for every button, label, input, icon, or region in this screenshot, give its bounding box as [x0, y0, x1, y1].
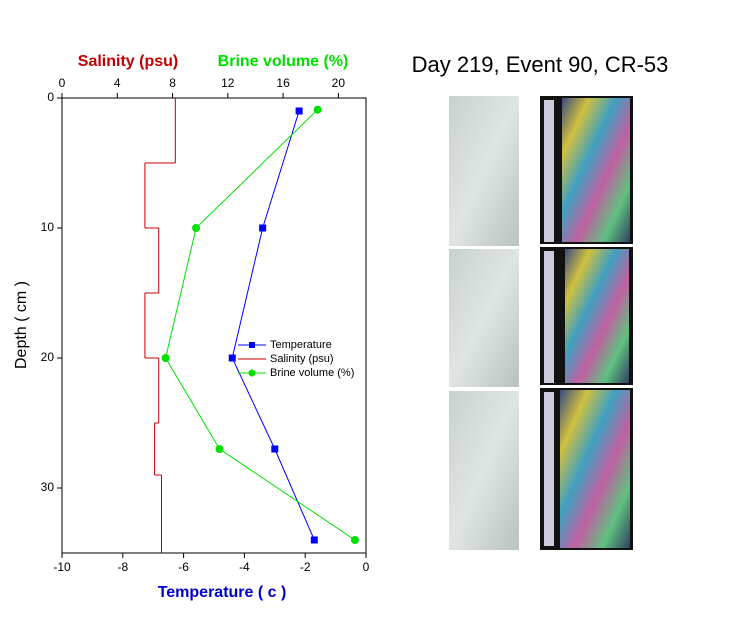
x-tick-label: -4 — [239, 560, 250, 574]
x-tick-label: -10 — [53, 560, 71, 574]
core-photo — [449, 391, 519, 550]
legend-marker — [248, 369, 256, 377]
plot-frame — [61, 97, 367, 554]
marker — [192, 224, 201, 232]
ruler — [544, 100, 554, 242]
x-axis-label: Temperature ( c ) — [158, 584, 287, 601]
x2-tick-label: 16 — [276, 76, 290, 90]
x-tick-label: -8 — [117, 560, 128, 574]
y-tick-label: 30 — [41, 480, 55, 494]
legend-label: Brine volume (%) — [270, 367, 354, 379]
core-photo — [449, 249, 519, 387]
y-tick-label: 20 — [41, 350, 55, 364]
marker — [313, 105, 322, 114]
marker — [161, 354, 170, 362]
legend-label: Temperature — [270, 339, 332, 351]
crystal-photo — [562, 98, 630, 242]
marker — [259, 224, 267, 232]
x2-tick-label: 20 — [332, 76, 346, 90]
marker — [310, 536, 318, 544]
crystal-photo — [560, 390, 630, 548]
marker — [271, 445, 279, 453]
marker — [350, 536, 359, 544]
y-axis-label: Depth ( cm ) — [13, 281, 30, 369]
crystal-photo — [565, 249, 629, 383]
core-photo — [449, 96, 519, 246]
x2-tick-label: 4 — [114, 76, 121, 90]
series-line — [165, 109, 356, 541]
x2-axis-label: Salinity (psu) — [78, 53, 178, 70]
marker — [295, 107, 303, 115]
x2-tick-label: 8 — [169, 76, 176, 90]
x-tick-label: -2 — [300, 560, 311, 574]
x2-tick-label: 12 — [221, 76, 235, 90]
x2-axis-label: Brine volume (%) — [218, 53, 349, 70]
legend-marker — [249, 342, 255, 348]
core-photos — [449, 96, 633, 550]
ruler — [544, 392, 554, 546]
y-tick-label: 0 — [47, 90, 54, 104]
chart-title: Day 219, Event 90, CR-53 — [412, 52, 669, 77]
marker — [215, 445, 224, 453]
x-tick-label: -6 — [178, 560, 189, 574]
legend-label: Salinity (psu) — [270, 353, 334, 365]
series-line — [231, 110, 315, 541]
marker — [228, 354, 236, 362]
ruler — [544, 251, 554, 383]
x2-tick-label: 0 — [59, 76, 66, 90]
x-tick-label: 0 — [363, 560, 370, 574]
y-tick-label: 10 — [41, 220, 55, 234]
